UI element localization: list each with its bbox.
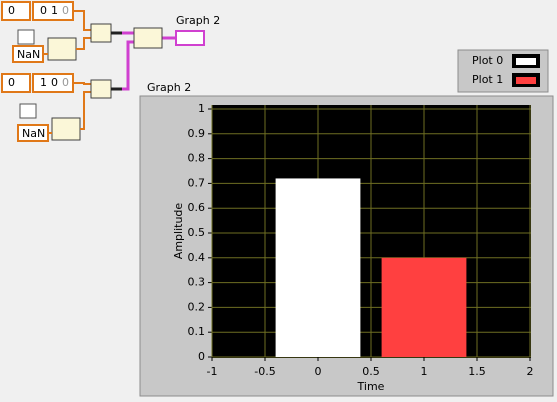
array-index: 0 <box>8 76 15 89</box>
legend-label: Plot 0 <box>472 54 503 67</box>
array-index-box <box>1 73 31 93</box>
x-tick-label: 2 <box>527 365 534 378</box>
array-element: 1 <box>40 76 47 89</box>
y-tick-label: 0.3 <box>188 276 206 289</box>
build-array-node <box>51 117 81 141</box>
y-tick-label: 0.4 <box>188 251 206 264</box>
x-tick-label: 1 <box>421 365 428 378</box>
y-axis-label: Amplitude <box>172 203 185 260</box>
legend-swatch <box>516 77 536 84</box>
array-index: 0 <box>8 4 15 17</box>
y-tick-label: 0.9 <box>188 127 206 140</box>
bundle-node <box>90 79 112 99</box>
x-tick-label: 0 <box>315 365 322 378</box>
terminal-label: Graph 2 <box>176 14 220 27</box>
y-tick-label: 0 <box>198 350 205 363</box>
y-tick-label: 1 <box>198 102 205 115</box>
legend-swatch <box>516 58 536 65</box>
wire <box>122 31 176 91</box>
bar <box>275 178 361 357</box>
array-index-box <box>1 1 31 21</box>
build-array-node <box>133 27 163 49</box>
array-constant: 0 0 1 0 <box>1 1 74 21</box>
y-tick-label: 0.6 <box>188 201 206 214</box>
y-tick-label: 0.5 <box>188 226 206 239</box>
bundle-node <box>90 23 112 43</box>
y-tick-label: 0.2 <box>188 300 206 313</box>
y-tick-label: 0.1 <box>188 325 206 338</box>
graph-terminal <box>175 30 205 46</box>
x-tick-label: 0.5 <box>362 365 380 378</box>
x-tick-label: -1 <box>207 365 218 378</box>
random-icon <box>17 29 37 119</box>
x-tick-label: 1.5 <box>468 365 486 378</box>
array-element: 1 <box>51 4 58 17</box>
bar <box>381 257 467 357</box>
array-constant: 0 1 0 0 <box>1 73 74 93</box>
x-axis-label: Time <box>357 380 385 393</box>
build-array-node <box>47 37 77 61</box>
nan-constant: NaN <box>17 48 40 61</box>
array-element: 0 <box>51 76 58 89</box>
wire <box>43 10 91 134</box>
array-element: 0 <box>62 4 69 17</box>
y-tick-label: 0.8 <box>188 152 206 165</box>
array-element: 0 <box>62 76 69 89</box>
legend-label: Plot 1 <box>472 73 503 86</box>
array-element: 0 <box>40 4 47 17</box>
graph-label: Graph 2 <box>147 81 191 94</box>
nan-constant: NaN <box>22 127 45 140</box>
x-tick-label: -0.5 <box>254 365 275 378</box>
y-tick-label: 0.7 <box>188 176 206 189</box>
wire <box>111 31 122 91</box>
